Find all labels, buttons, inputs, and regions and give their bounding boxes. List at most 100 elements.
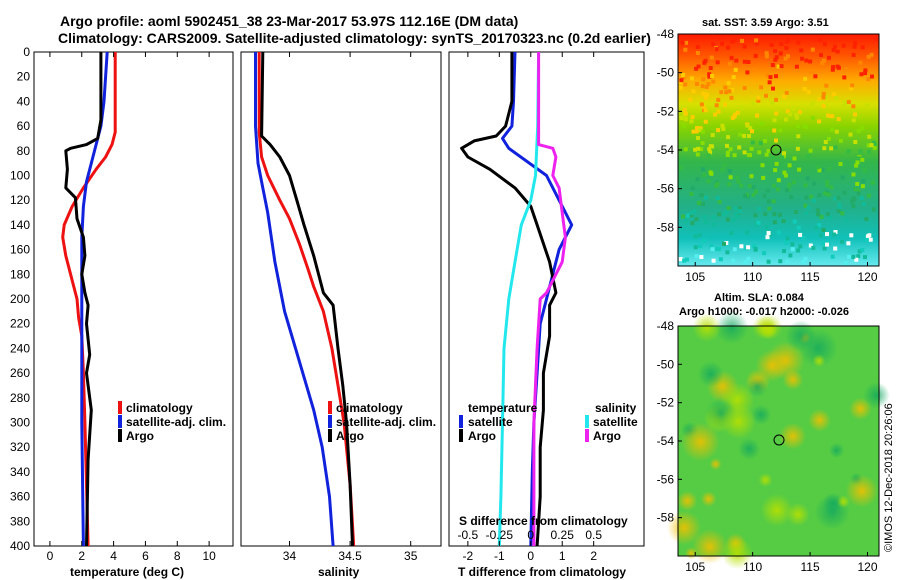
sst-pixel xyxy=(749,146,754,151)
sst-pixel xyxy=(850,199,855,204)
sst-pixel xyxy=(707,72,712,77)
sst-pixel xyxy=(771,199,776,204)
depth-tick-label: 120 xyxy=(10,193,30,207)
depth-tick-label: 380 xyxy=(10,514,30,528)
sst-pixel xyxy=(773,168,778,173)
sst-pixel xyxy=(871,207,876,212)
sst-pixel xyxy=(764,54,769,59)
sst-pixel xyxy=(825,212,830,217)
series-line-climatology xyxy=(257,52,356,547)
sst-pixel xyxy=(721,126,726,131)
depth-tick-label: 160 xyxy=(10,243,30,257)
sst-pixel xyxy=(699,193,704,198)
sst-pixel xyxy=(852,197,857,202)
sst-pixel xyxy=(691,89,696,94)
sst-pixel xyxy=(767,80,772,85)
sst-pixel xyxy=(710,74,715,78)
sst-pixel xyxy=(798,110,802,115)
sst-pixel xyxy=(770,156,775,161)
sst-pixel xyxy=(869,52,874,57)
sst-pixel xyxy=(788,253,793,258)
sst-pixel xyxy=(857,249,862,254)
sst-pixel xyxy=(840,211,845,216)
sst-pixel xyxy=(841,104,846,109)
sst-pixel xyxy=(776,178,781,183)
sst-pixel xyxy=(772,118,777,123)
sst-pixel xyxy=(751,102,755,107)
sst-pixel xyxy=(823,103,828,108)
sst-pixel xyxy=(690,115,695,120)
sst-pixel xyxy=(726,81,731,85)
legend-header-salinity: salinity xyxy=(595,401,637,415)
sst-pixel xyxy=(772,220,777,225)
sst-pixel xyxy=(858,60,863,65)
sst-pixel xyxy=(776,230,781,235)
sst-pixel xyxy=(867,149,872,154)
sst-pixel xyxy=(723,85,728,90)
sst-pixel xyxy=(770,63,775,67)
difference-xticks: -2 -1 0 1 2 xyxy=(463,52,597,563)
sst-pixel xyxy=(681,214,685,219)
depth-tick-label: 220 xyxy=(10,317,30,331)
lon-tick-label: 105 xyxy=(685,270,705,284)
sst-pixel xyxy=(724,90,729,95)
sst-pixel xyxy=(844,218,849,223)
sst-pixel xyxy=(785,109,790,114)
salinity-legend: climatology satellite-adj. clim. Argo xyxy=(328,401,436,443)
depth-axis: 0 20 40 60 80 100 120 140 160 180 200 220 240 260 280 3… xyxy=(10,45,644,553)
sst-pixel xyxy=(767,160,772,165)
sst-pixel xyxy=(829,146,834,151)
sla-blob xyxy=(721,537,754,570)
sst-pixel xyxy=(694,254,699,259)
sla-blob xyxy=(738,437,761,460)
sst-pixel xyxy=(824,83,829,88)
sst-pixel xyxy=(821,58,826,63)
sst-pixel xyxy=(678,257,683,262)
sst-pixel xyxy=(820,61,825,65)
sla-blob xyxy=(808,408,831,432)
sst-pixel xyxy=(748,153,752,158)
sst-pixel xyxy=(780,155,784,160)
x-tick-label: 8 xyxy=(174,549,181,563)
sst-pixel xyxy=(731,217,736,222)
sst-pixel xyxy=(795,146,800,151)
sst-pixel xyxy=(831,48,836,52)
legend-label-temp-argo: Argo xyxy=(468,429,496,443)
depth-tick-label: 100 xyxy=(10,169,30,183)
sst-pixel xyxy=(823,140,828,144)
sst-pixel xyxy=(874,37,879,42)
sst-pixel xyxy=(746,245,751,250)
salinity-xticks: 34 34.5 35 xyxy=(283,52,418,563)
sla-map-title-1: Altim. SLA: 0.084 xyxy=(714,292,805,304)
sst-pixel xyxy=(831,92,836,97)
sst-pixel xyxy=(859,72,864,77)
lat-tick-label: -52 xyxy=(657,396,675,410)
sst-pixel xyxy=(846,241,851,246)
series-line-temperature-argo xyxy=(460,52,558,547)
legend-swatch-argo xyxy=(118,429,122,442)
sst-pixel xyxy=(760,163,765,168)
salinity-xlabel: salinity xyxy=(318,565,360,579)
sla-blob xyxy=(720,403,757,440)
sst-pixel xyxy=(697,233,702,238)
sst-pixel xyxy=(789,194,794,199)
sst-pixel xyxy=(753,247,758,252)
sst-pixel xyxy=(808,148,813,153)
legend-swatch-argo xyxy=(328,429,332,442)
x-tick-label: 2 xyxy=(78,549,85,563)
sst-pixel xyxy=(782,170,787,175)
sst-pixel xyxy=(740,38,744,43)
sst-pixel xyxy=(710,133,715,137)
lat-tick-label: -48 xyxy=(657,27,675,41)
sst-pixel xyxy=(856,254,861,259)
sst-pixel xyxy=(836,65,841,70)
sla-blob xyxy=(667,510,702,545)
sst-pixel xyxy=(822,146,827,151)
sst-pixel xyxy=(739,244,744,249)
sst-pixel xyxy=(840,175,845,180)
sst-pixel xyxy=(690,221,695,225)
sst-pixel xyxy=(702,172,707,177)
sst-pixel xyxy=(695,44,700,49)
sst-pixel xyxy=(711,258,716,263)
